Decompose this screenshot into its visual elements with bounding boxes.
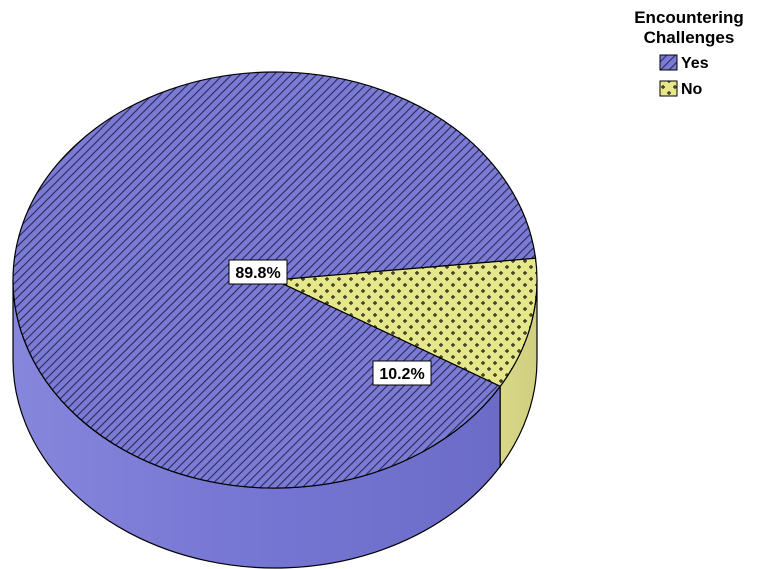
data-label-no: 10.2%	[372, 360, 432, 386]
svg-text:89.8%: 89.8%	[235, 265, 280, 282]
pie-data-labels: 89.8% 10.2%	[228, 259, 432, 386]
legend: Encountering Challenges Yes No	[634, 8, 744, 98]
legend-title-line-2: Challenges	[644, 28, 735, 47]
pie-slice-no	[272, 257, 538, 388]
legend-swatch-no	[659, 80, 678, 97]
legend-label-no: No	[681, 81, 703, 98]
legend-swatch-yes	[659, 54, 678, 71]
data-label-yes: 89.8%	[228, 259, 288, 285]
legend-label-yes: Yes	[681, 55, 709, 72]
legend-title-line-1: Encountering	[634, 8, 744, 27]
svg-text:10.2%: 10.2%	[379, 366, 424, 383]
